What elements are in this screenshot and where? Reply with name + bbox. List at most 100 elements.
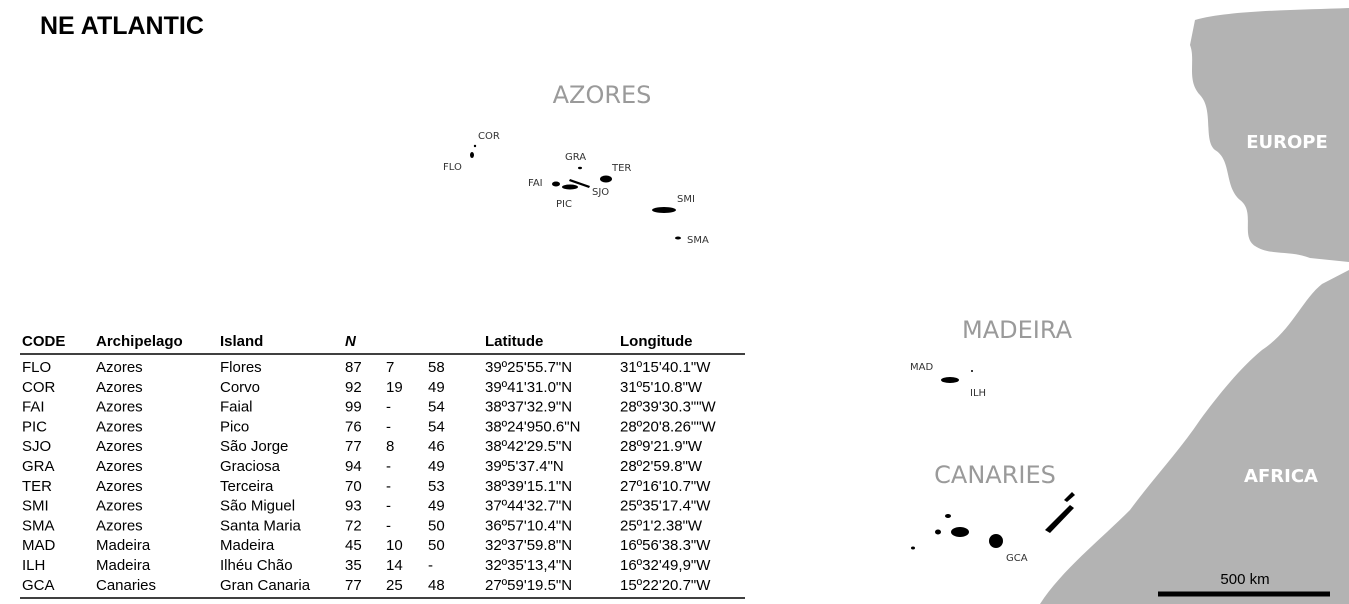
table-cell: Azores [96,458,143,475]
table-cell: ILH [22,557,45,574]
table-cell: 7 [386,359,394,376]
table-cell: 28º39'30.3""W [620,399,717,416]
table-cell: 50 [428,537,445,554]
table-cell: 38º24'950.6"N [485,418,580,435]
island-label: GCA [1006,553,1028,564]
island-label: ILH [970,388,986,399]
table-cell: 25º35'17.4"W [620,498,711,515]
table-cell: São Miguel [220,498,295,515]
table-cell: 32º37'59.8"N [485,537,572,554]
table-cell: São Jorge [220,438,288,455]
table-cell: Santa Maria [220,517,302,534]
region-label: AZORES [553,81,652,109]
island-label: COR [478,131,500,142]
table-cell: Canaries [96,577,156,594]
table-cell: - [386,418,391,435]
table-cell: Azores [96,478,143,495]
island-shapes [470,144,1075,550]
table-cell: GCA [22,577,55,594]
table-cell: Azores [96,399,143,416]
table-cell: 72 [345,517,362,534]
table-cell: 77 [345,438,362,455]
table-header: Latitude [485,333,543,350]
table-cell: Gran Canaria [220,577,311,594]
table-cell: 92 [345,379,362,396]
table-cell: SMA [22,517,55,534]
table-cell: 15º22'20.7"W [620,577,711,594]
table-cell: 76 [345,418,362,435]
table-cell: 10 [386,537,403,554]
table-cell: Graciosa [220,458,281,475]
table-cell: Ilhéu Chão [220,557,293,574]
table-cell: 54 [428,418,445,435]
table-cell: 70 [345,478,362,495]
table-cell: 38º42'29.5"N [485,438,572,455]
europe-land [1190,8,1349,262]
table-cell: 37º44'32.7"N [485,498,572,515]
table-header: Island [220,333,263,350]
table-cell: - [386,517,391,534]
continent-label: EUROPE [1246,132,1328,153]
table-cell: 31º5'10.8"W [620,379,703,396]
island-label: FLO [443,162,462,173]
region-label: CANARIES [934,461,1056,489]
table-cell: 28º20'8.26""W [620,418,717,435]
table-cell: 39º25'55.7"N [485,359,572,376]
table-cell: 27º59'19.5"N [485,577,572,594]
table-cell: 14 [386,557,403,574]
table-cell: Corvo [220,379,260,396]
table-cell: 38º37'32.9"N [485,399,572,416]
table-cell: Faial [220,399,253,416]
map-title: NE ATLANTIC [40,12,204,40]
table-cell: Madeira [220,537,275,554]
table-cell: Madeira [96,537,151,554]
table-cell: 16º32'49,9"W [620,557,711,574]
table-cell: 28º9'21.9"W [620,438,703,455]
table-cell: TER [22,478,52,495]
table-cell: 25 [386,577,403,594]
table-cell: 39º5'37.4"N [485,458,564,475]
scale-label: 500 km [1220,571,1269,588]
africa-land [1040,270,1349,604]
table-cell: 27º16'10.7"W [620,478,711,495]
table-cell: 45 [345,537,362,554]
table-header: N [345,333,357,350]
table-cell: COR [22,379,56,396]
table-cell: - [386,458,391,475]
region-label: MADEIRA [962,316,1073,344]
table-cell: Azores [96,418,143,435]
table-cell: SMI [22,498,49,515]
table-cell: 32º35'13,4"N [485,557,572,574]
table-cell: 31º15'40.1"W [620,359,711,376]
table-cell: GRA [22,458,55,475]
table-cell: Flores [220,359,262,376]
table-cell: FLO [22,359,51,376]
table-cell: 94 [345,458,362,475]
table-cell: - [428,557,433,574]
table-header: Longitude [620,333,692,350]
table-cell: 99 [345,399,362,416]
table-cell: FAI [22,399,45,416]
table-cell: Azores [96,517,143,534]
island-label: FAI [528,178,543,189]
table-header: Archipelago [96,333,183,350]
island-label: GRA [565,152,586,163]
table-cell: 36º57'10.4"N [485,517,572,534]
table-cell: 54 [428,399,445,416]
table-header: CODE [22,333,65,350]
island-label: TER [611,163,631,174]
island-label: SMA [687,235,709,246]
table-cell: - [386,399,391,416]
table-cell: Azores [96,498,143,515]
table-cell: 87 [345,359,362,376]
table-cell: 49 [428,498,445,515]
table-cell: 93 [345,498,362,515]
table-cell: Azores [96,359,143,376]
table-cell: Azores [96,438,143,455]
table-cell: 53 [428,478,445,495]
table-cell: 39º41'31.0"N [485,379,572,396]
table-cell: Madeira [96,557,151,574]
table-cell: MAD [22,537,56,554]
table-cell: 48 [428,577,445,594]
